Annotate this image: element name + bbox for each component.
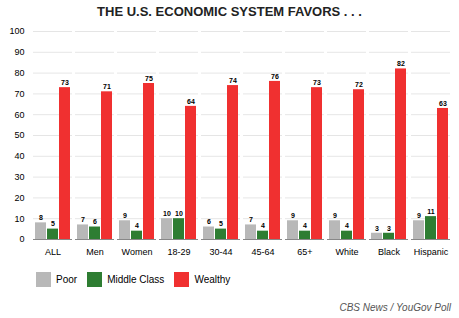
svg-text:72: 72 <box>355 81 363 88</box>
svg-text:20: 20 <box>14 193 24 203</box>
svg-text:65+: 65+ <box>297 247 312 257</box>
svg-text:9: 9 <box>291 212 295 219</box>
svg-text:4: 4 <box>135 222 139 229</box>
svg-text:75: 75 <box>145 75 153 82</box>
svg-text:6: 6 <box>93 218 97 225</box>
svg-text:0: 0 <box>19 234 24 244</box>
svg-text:45-64: 45-64 <box>251 247 274 257</box>
svg-text:10: 10 <box>175 210 183 217</box>
svg-text:3: 3 <box>387 225 391 232</box>
svg-text:7: 7 <box>249 216 253 223</box>
svg-text:100: 100 <box>9 26 24 36</box>
html-text:Wealthy: Wealthy <box>194 274 231 285</box>
html-text:Middle Class: Middle Class <box>107 274 165 285</box>
svg-text:63: 63 <box>439 100 447 107</box>
html-text:CBS News / YouGov Poll: CBS News / YouGov Poll <box>339 302 451 313</box>
svg-text:18-29: 18-29 <box>167 247 190 257</box>
svg-text:70: 70 <box>14 89 24 99</box>
svg-text:11: 11 <box>427 208 435 215</box>
svg-text:4: 4 <box>345 222 349 229</box>
svg-text:73: 73 <box>61 79 69 86</box>
svg-text:74: 74 <box>229 77 237 84</box>
svg-text:9: 9 <box>333 212 337 219</box>
html-text:Poor: Poor <box>56 274 78 285</box>
svg-text:9: 9 <box>123 212 127 219</box>
svg-text:50: 50 <box>14 130 24 140</box>
svg-text:Hispanic: Hispanic <box>414 247 449 257</box>
svg-text:Women: Women <box>122 247 153 257</box>
html-text:THE U.S. ECONOMIC SYSTEM FAVOR: THE U.S. ECONOMIC SYSTEM FAVORS . . . <box>97 4 362 19</box>
svg-text:Black: Black <box>378 247 401 257</box>
svg-text:40: 40 <box>14 151 24 161</box>
svg-text:4: 4 <box>261 222 265 229</box>
svg-text:82: 82 <box>397 60 405 67</box>
svg-text:71: 71 <box>103 83 111 90</box>
svg-text:9: 9 <box>417 212 421 219</box>
svg-text:76: 76 <box>271 73 279 80</box>
svg-text:8: 8 <box>39 214 43 221</box>
svg-text:3: 3 <box>375 225 379 232</box>
svg-text:10: 10 <box>14 214 24 224</box>
svg-text:White: White <box>335 247 358 257</box>
svg-text:60: 60 <box>14 110 24 120</box>
svg-text:4: 4 <box>303 222 307 229</box>
svg-text:64: 64 <box>187 98 195 105</box>
svg-text:80: 80 <box>14 68 24 78</box>
svg-text:ALL: ALL <box>45 247 61 257</box>
svg-text:7: 7 <box>81 216 85 223</box>
svg-text:6: 6 <box>207 218 211 225</box>
svg-text:Men: Men <box>86 247 104 257</box>
svg-text:90: 90 <box>14 47 24 57</box>
svg-text:73: 73 <box>313 79 321 86</box>
svg-text:30: 30 <box>14 172 24 182</box>
svg-text:5: 5 <box>219 220 223 227</box>
svg-text:10: 10 <box>163 210 171 217</box>
svg-text:5: 5 <box>51 220 55 227</box>
svg-text:30-44: 30-44 <box>209 247 232 257</box>
